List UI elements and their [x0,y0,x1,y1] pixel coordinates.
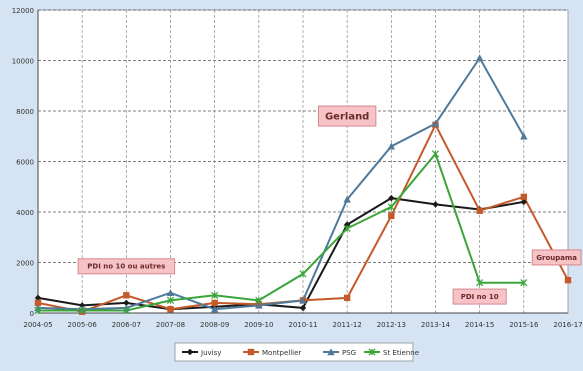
data-point [299,304,307,312]
legend-box [174,342,414,362]
data-point [520,198,528,206]
data-point [388,194,395,202]
data-point [34,299,42,307]
data-point [476,207,483,214]
data-point [564,276,572,284]
series-line-juvisy [37,197,524,311]
y-tick-label: 12000 [12,7,34,15]
x-tick-label: 2015-16 [509,321,539,329]
data-point [299,270,307,278]
data-point [343,224,351,233]
x-tick-label: 2012-13 [377,321,406,329]
y-tick-label: 4000 [16,209,34,217]
x-tick-label: 2011-12 [333,321,362,329]
x-tick-label: 2008-09 [200,321,229,329]
data-point [387,203,395,211]
x-tick-label: 2010-11 [288,321,317,329]
data-point [78,306,86,315]
data-point [299,296,307,304]
data-point [431,150,440,158]
series-line-st-etienne [38,151,524,312]
data-point [211,299,218,307]
data-point [34,294,42,302]
y-tick-label: 0 [30,310,34,318]
data-point [431,119,440,127]
data-point [166,289,175,296]
annotation-box [317,105,377,127]
x-tick-label: 2006-07 [112,321,141,329]
data-point [123,292,130,299]
x-tick-label: 2013-14 [421,321,451,329]
data-point [520,193,528,201]
data-point [210,305,219,313]
data-point [166,296,175,304]
data-point [387,142,396,150]
annotation-label: Gerland [325,112,369,123]
data-point [211,291,219,299]
x-tick-label: 2016-17 [553,321,582,329]
data-point [123,299,130,307]
data-point [520,132,528,140]
data-point [247,348,255,356]
y-tick-label: 6000 [16,159,34,167]
legend-label: PSG [342,349,356,357]
annotation-box [452,288,507,305]
data-point [343,294,351,302]
data-point [475,54,484,62]
y-tick-label: 8000 [16,108,34,116]
data-point [78,302,86,309]
data-point [388,212,395,219]
data-point [343,195,351,203]
data-point [368,348,376,356]
data-point [186,348,194,356]
data-point [520,279,528,287]
series-line-psg [37,56,525,311]
y-tick-label: 10000 [12,58,34,66]
data-point [432,201,439,208]
data-point [255,296,263,304]
data-point [167,306,174,313]
legend-label: St Etienne [383,349,419,357]
x-tick-label: 2009-10 [244,321,273,329]
annotation-label: PDI no 10 [461,293,499,301]
data-point [255,301,263,309]
x-tick-label: 2014-15 [465,321,494,329]
x-tick-label: 2005-06 [68,321,98,329]
annotation-label: PDI no 10 ou autres [87,263,165,271]
annotation-label: Groupama [536,254,577,262]
annotation-box [531,249,582,266]
data-point [327,348,335,356]
legend-label: Juvisy [200,349,221,357]
y-tick-label: 2000 [16,260,34,268]
annotation-box [77,258,176,275]
x-tick-label: 2007-08 [156,321,185,329]
legend-label: Montpellier [262,349,301,357]
x-tick-label: 2004-05 [23,321,52,329]
data-point [122,306,130,315]
data-point [34,306,42,315]
data-point [476,279,484,287]
